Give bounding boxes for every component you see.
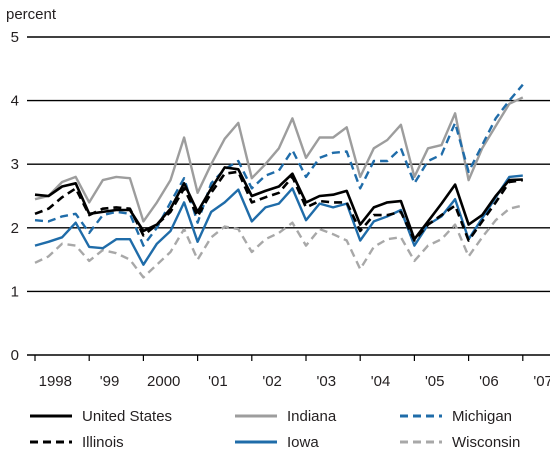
series-lines: [34, 83, 524, 279]
series-line-wisconsin: [34, 204, 524, 279]
legend-label: Michigan: [452, 407, 513, 425]
y-axis-unit-label: percent: [6, 6, 57, 23]
x-tick-label: 2000: [147, 373, 180, 390]
legend-label: Iowa: [287, 433, 319, 451]
legend: United States Illinois Indiana Iowa Michigan…: [0, 398, 550, 456]
y-tick-label: 1: [11, 283, 19, 300]
legend-swatch: [400, 414, 442, 418]
y-axis-ticks: 0 1 2 3 4 5: [11, 29, 19, 364]
y-tick-label: 2: [11, 220, 19, 237]
series-line-iowa: [34, 174, 523, 266]
x-tick-label: '02: [262, 373, 282, 390]
y-tick-label: 4: [11, 93, 19, 110]
legend-label: Indiana: [287, 407, 337, 425]
y-tick-label: 5: [11, 29, 19, 46]
series-line-illinois: [34, 170, 523, 242]
legend-item-iowa: Iowa: [235, 432, 319, 452]
line-chart: percent 0 1 2 3 4 5 1998 '99 2000 '01 '02 '03 '04 '0…: [6, 6, 550, 390]
x-tick-label: '04: [371, 373, 391, 390]
x-tick-label: 1998: [39, 373, 72, 390]
x-tick-label: '03: [317, 373, 337, 390]
legend-item-united-states: United States: [30, 406, 172, 426]
series-line-united-states: [34, 166, 523, 241]
y-tick-label: 0: [11, 347, 19, 364]
legend-label: United States: [82, 407, 173, 425]
series-line-indiana: [34, 96, 524, 223]
x-tick-label: '07: [533, 373, 550, 390]
gridlines: [27, 36, 550, 356]
x-axis: 1998 '99 2000 '01 '02 '03 '04 '05 '06 '07: [34, 355, 550, 390]
legend-item-indiana: Indiana: [235, 406, 336, 426]
legend-item-wisconsin: Wisconsin: [400, 432, 520, 452]
legend-swatch: [30, 440, 72, 444]
legend-swatch: [30, 414, 72, 418]
legend-swatch: [400, 440, 442, 444]
x-tick-label: '06: [479, 373, 499, 390]
legend-item-michigan: Michigan: [400, 406, 512, 426]
legend-label: Wisconsin: [452, 433, 521, 451]
x-tick-label: '99: [100, 373, 120, 390]
legend-swatch: [235, 440, 277, 444]
x-tick-label: '01: [208, 373, 228, 390]
legend-label: Illinois: [82, 433, 124, 451]
legend-item-illinois: Illinois: [30, 432, 124, 452]
legend-swatch: [235, 414, 277, 418]
series-line-michigan: [34, 83, 524, 247]
x-tick-label: '05: [425, 373, 445, 390]
y-tick-label: 3: [11, 156, 19, 173]
